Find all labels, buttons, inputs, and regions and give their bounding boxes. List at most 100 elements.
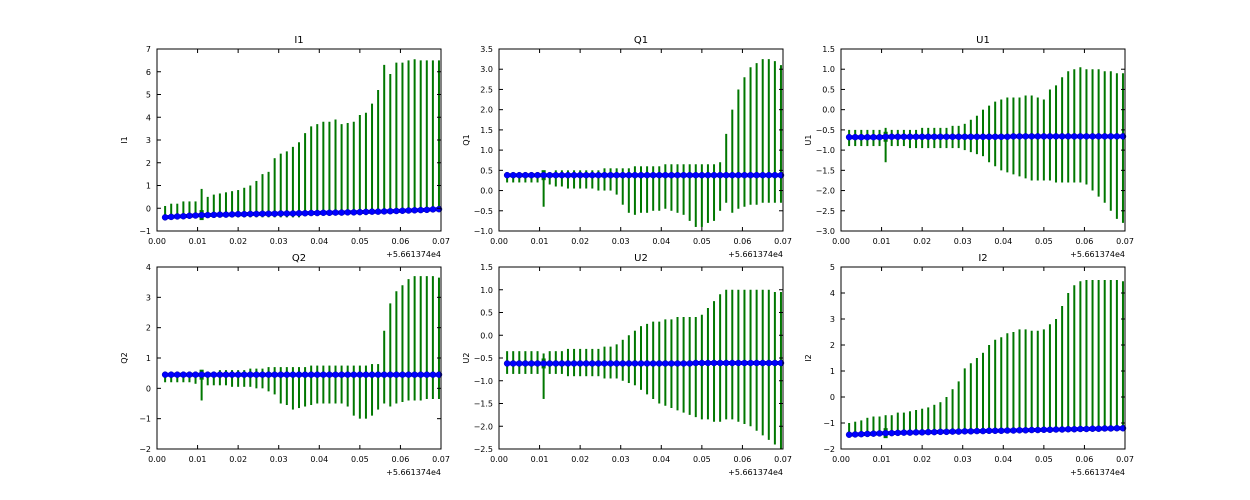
blue-point [429,371,437,378]
y-tick-label: 1.0 [480,146,493,155]
blue-point [710,171,718,179]
blue-markers [161,371,443,378]
blue-point [582,360,590,367]
blue-point [283,210,291,217]
y-tick-label: 0 [830,393,835,402]
blue-point [344,371,351,378]
blue-point [387,207,394,215]
x-tick-label: 0.04 [310,237,328,246]
blue-point [186,371,193,378]
blue-point [943,133,950,141]
blue-point [546,171,553,179]
blue-point [516,360,523,367]
blue-point [253,210,260,218]
blue-point [961,133,968,141]
x-tick-label: 0.02 [913,237,931,246]
y-tick-label: −0.5 [474,207,493,216]
x-tick-label: 0.02 [571,455,589,464]
blue-point [777,359,785,367]
x-offset-label: +5.661374e4 [1070,468,1125,477]
blue-point [1010,133,1017,140]
y-tick-label: 0.5 [480,309,493,318]
blue-point [637,171,645,179]
blue-point [698,171,706,179]
y-tick-label: −0.5 [474,354,493,363]
blue-point [1058,133,1066,140]
y-axis-label: I2 [804,354,813,361]
blue-point [582,171,590,179]
axes-frame [840,48,1126,232]
blue-point [210,371,218,378]
x-tick-label: 0.05 [693,455,711,464]
blue-point [417,206,424,214]
blue-point [393,207,400,215]
blue-point [516,171,523,179]
blue-point [528,360,535,367]
x-tick-label: 0.00 [832,455,850,464]
y-tick-label: 4 [146,113,151,122]
blue-point [271,210,278,217]
blue-point [411,207,418,214]
blue-point [722,359,730,367]
y-tick-label: −2.5 [474,445,493,454]
blue-point [405,207,412,214]
blue-point [625,360,633,367]
x-tick-label: 0.04 [652,455,670,464]
blue-point [998,133,1005,141]
x-tick-label: 0.01 [189,455,207,464]
blue-point [1095,425,1102,432]
blue-point [1064,133,1072,140]
blue-point [619,171,626,179]
y-tick-label: 0 [146,384,151,393]
blue-point [979,133,987,141]
blue-point [771,359,779,367]
blue-point [234,371,242,378]
blue-point [1101,133,1108,140]
blue-point [631,171,639,179]
x-tick-label: 0.05 [1035,455,1053,464]
blue-point [289,371,297,378]
blue-point [858,430,865,438]
y-tick-label: −1 [139,227,151,236]
blue-point [528,171,535,179]
blue-point [649,171,657,179]
x-tick-label: 0.05 [1035,237,1053,246]
blue-point [204,211,211,219]
blue-point [924,428,932,436]
blue-point [326,371,333,378]
blue-point [399,207,406,215]
blue-point [1113,133,1121,140]
blue-point [918,429,926,436]
blue-point [558,360,566,367]
blue-point [301,210,309,217]
blue-point [522,171,529,179]
blue-point [564,360,572,367]
y-tick-label: −1 [823,419,835,428]
blue-point [259,371,266,378]
blue-point [570,171,578,179]
y-tick-label: −1.5 [816,166,835,175]
blue-point [704,359,712,367]
x-tick-label: 0.06 [734,455,752,464]
blue-point [411,371,418,378]
x-tick-label: 0.05 [351,237,369,246]
blue-point [692,359,700,367]
x-tick-label: 0.07 [1116,455,1134,464]
blue-point [186,212,193,220]
y-tick-label: 4 [830,289,835,298]
blue-point [937,428,944,436]
blue-point [888,429,895,437]
blue-point [753,171,760,179]
blue-point [961,428,968,435]
y-tick-label: 3 [146,293,151,302]
blue-point [314,209,321,217]
blue-point [613,360,620,367]
blue-point [167,213,175,221]
blue-point [716,171,724,179]
x-tick-label: 0.02 [913,455,931,464]
blue-point [174,371,181,378]
y-tick-label: −2.0 [816,187,835,196]
blue-point [643,171,651,179]
blue-point [576,360,584,367]
